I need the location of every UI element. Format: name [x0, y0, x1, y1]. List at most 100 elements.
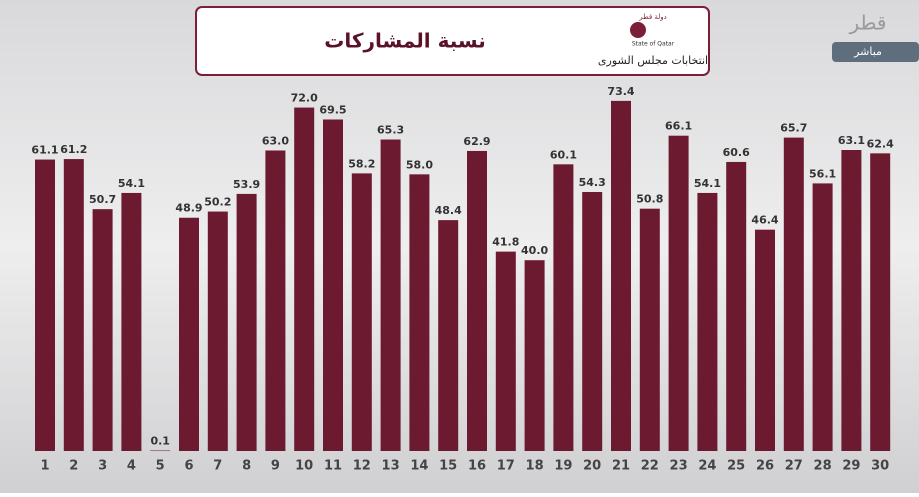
chart-title: نسبة المشاركات: [324, 29, 486, 53]
value-label: 61.1: [31, 144, 58, 157]
x-tick-label: 24: [698, 459, 716, 474]
value-label: 73.4: [607, 85, 634, 98]
live-tag: [832, 42, 919, 62]
bar: [150, 450, 171, 452]
x-tick-label: 28: [814, 459, 832, 474]
bar: [35, 159, 55, 452]
x-tick-label: 26: [756, 459, 774, 474]
x-tick-label: 27: [785, 459, 803, 474]
value-label: 41.8: [492, 236, 519, 249]
x-tick-label: 10: [295, 459, 313, 474]
x-tick-label: 15: [439, 459, 457, 474]
x-tick-label: 25: [727, 459, 745, 474]
bar: [668, 135, 689, 451]
value-label: 50.8: [636, 193, 663, 206]
bar: [409, 174, 430, 451]
x-tick-label: 16: [468, 459, 486, 474]
bar: [639, 208, 660, 451]
value-label: 54.1: [694, 177, 721, 190]
x-tick-label: 3: [98, 459, 107, 474]
bar: [553, 164, 574, 451]
bar: [812, 183, 833, 451]
value-label: 58.0: [406, 158, 433, 171]
value-label: 46.4: [751, 214, 778, 227]
value-label: 53.9: [233, 178, 260, 191]
value-label: 60.1: [550, 148, 577, 161]
bar: [697, 192, 718, 451]
x-tick-label: 14: [410, 459, 428, 474]
bar: [726, 161, 747, 452]
value-label: 50.2: [204, 196, 231, 209]
value-label: 50.7: [89, 193, 116, 206]
bar: [179, 217, 199, 451]
value-label: 61.2: [60, 143, 87, 156]
value-label: 48.4: [435, 204, 462, 217]
value-label: 66.1: [665, 120, 692, 133]
value-label: 54.3: [579, 176, 606, 189]
x-tick-label: 2: [69, 459, 78, 474]
logo-text: انتخابات مجلس الشورى: [598, 54, 708, 67]
value-label: 56.1: [809, 167, 836, 180]
bar: [524, 260, 545, 451]
x-tick-label: 30: [871, 459, 889, 474]
x-tick-label: 7: [213, 459, 222, 474]
bar: [611, 100, 631, 451]
bar: [236, 193, 257, 451]
bar: [841, 150, 862, 451]
value-label: 58.2: [348, 157, 375, 170]
logo-en: State of Qatar: [632, 41, 675, 48]
bar: [265, 150, 286, 452]
title-box: [195, 6, 710, 76]
x-tick-label: 1: [40, 459, 49, 474]
bar: [467, 150, 487, 452]
value-label: 40.0: [521, 244, 548, 257]
bar: [755, 229, 775, 451]
value-label: 63.0: [262, 134, 289, 147]
value-label: 60.6: [723, 146, 750, 159]
x-tick-label: 8: [242, 459, 251, 474]
x-tick-label: 21: [612, 459, 630, 474]
value-label: 63.1: [838, 134, 865, 147]
live-text: مباشر: [853, 45, 882, 58]
value-label: 69.5: [319, 103, 346, 116]
value-label: 65.7: [780, 122, 807, 135]
value-label: 65.3: [377, 124, 404, 137]
x-tick-label: 9: [271, 459, 280, 474]
bar: [351, 173, 372, 452]
value-label: 62.9: [463, 135, 490, 148]
x-tick-label: 18: [526, 459, 544, 474]
bar: [63, 159, 84, 452]
x-tick-label: 22: [641, 459, 659, 474]
channel-logo: قطر: [848, 11, 886, 35]
x-tick-label: 12: [353, 459, 371, 474]
x-tick-label: 23: [670, 459, 688, 474]
bar: [92, 209, 113, 451]
bar: [783, 137, 804, 451]
value-label: 0.1: [150, 435, 170, 448]
value-label: 62.4: [867, 137, 894, 150]
bar: [121, 192, 142, 451]
bar: [323, 119, 343, 452]
bar: [870, 153, 891, 452]
x-tick-label: 4: [127, 459, 136, 474]
logo-top: دولة قطر: [638, 13, 667, 21]
bar: [294, 107, 315, 451]
logo-box: [601, 10, 705, 72]
bar: [582, 191, 603, 451]
bar: [380, 139, 401, 452]
logo-emblem: [630, 22, 646, 38]
value-label: 54.1: [118, 177, 145, 190]
x-tick-label: 29: [842, 459, 860, 474]
x-tick-label: 6: [184, 459, 193, 474]
x-tick-label: 17: [497, 459, 515, 474]
x-tick-label: 19: [554, 459, 572, 474]
bar: [207, 211, 228, 451]
x-tick-label: 11: [324, 459, 342, 474]
x-tick-label: 5: [156, 459, 165, 474]
bar: [438, 220, 459, 451]
bar: [495, 251, 516, 451]
value-label: 72.0: [291, 92, 318, 105]
x-tick-label: 20: [583, 459, 601, 474]
